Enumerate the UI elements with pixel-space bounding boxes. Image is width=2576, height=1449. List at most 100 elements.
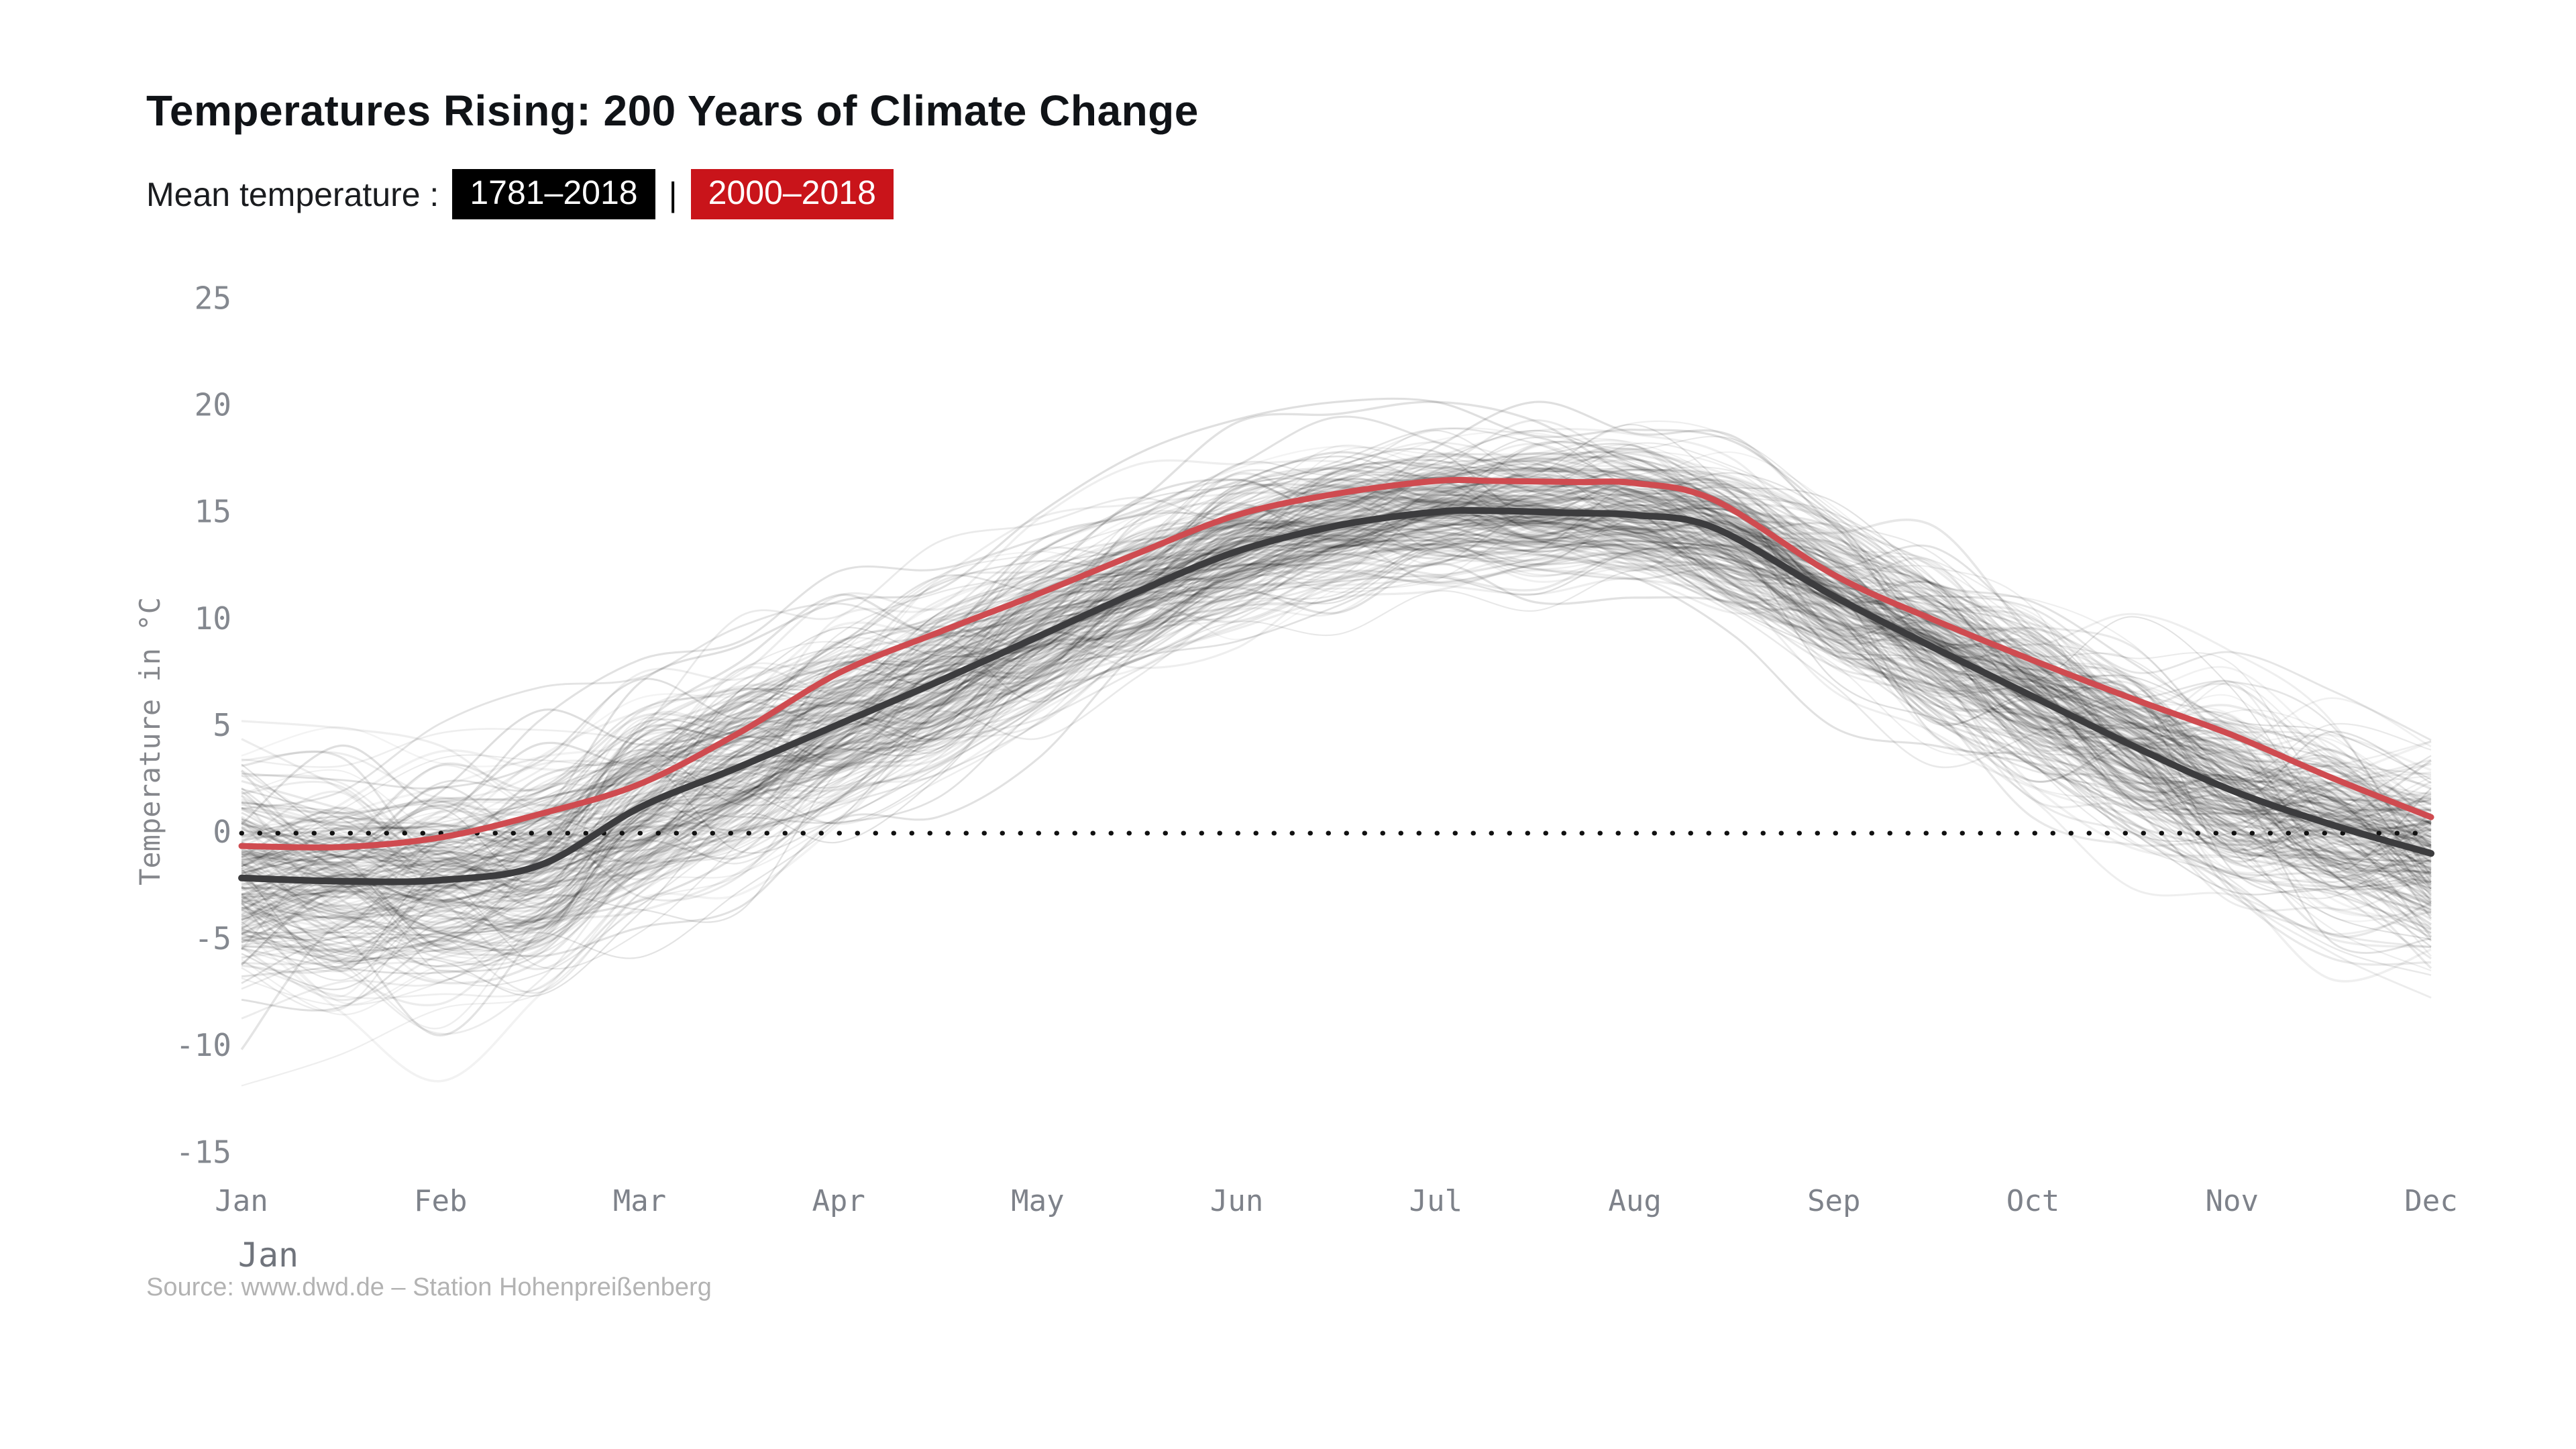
- year-line: [241, 458, 2432, 1020]
- year-line: [241, 506, 2432, 879]
- year-line: [241, 469, 2432, 934]
- year-line: [241, 537, 2432, 1035]
- year-line: [241, 501, 2432, 879]
- year-line: [241, 506, 2432, 939]
- y-tick-label: 10: [195, 600, 231, 637]
- year-line: [241, 478, 2432, 921]
- year-line: [241, 551, 2432, 949]
- year-line: [241, 479, 2432, 905]
- year-line: [241, 507, 2432, 870]
- year-line: [241, 507, 2432, 965]
- year-line: [241, 525, 2432, 1006]
- subtitle-legend: Mean temperature : 1781–2018 | 2000–2018: [146, 169, 1199, 219]
- year-line: [241, 474, 2432, 910]
- year-line: [241, 575, 2432, 965]
- year-line: [241, 527, 2432, 854]
- x-tick-label: Sep: [1807, 1184, 1860, 1218]
- year-line: [241, 460, 2432, 875]
- year-line: [241, 451, 2432, 877]
- year-line: [241, 466, 2432, 977]
- year-line: [241, 439, 2432, 916]
- year-line: [241, 539, 2432, 912]
- year-line: [241, 467, 2432, 974]
- year-line: [241, 467, 2432, 856]
- x-extra-jan-label: Jan: [238, 1236, 299, 1275]
- year-line: [241, 397, 2432, 938]
- year-line: [241, 519, 2432, 922]
- year-line: [241, 400, 2432, 902]
- year-line: [241, 460, 2432, 934]
- year-line: [241, 455, 2432, 919]
- year-line: [241, 486, 2432, 972]
- year-line: [241, 447, 2432, 891]
- year-line: [241, 521, 2432, 927]
- year-line: [241, 471, 2432, 921]
- year-line: [241, 466, 2432, 985]
- year-line: [241, 533, 2432, 961]
- year-line: [241, 515, 2432, 902]
- year-line: [241, 441, 2432, 897]
- year-line: [241, 488, 2432, 875]
- chart-header: Temperatures Rising: 200 Years of Climat…: [146, 86, 1199, 219]
- year-line: [241, 539, 2432, 984]
- y-tick-label: -5: [195, 920, 231, 957]
- year-line: [241, 512, 2432, 920]
- year-line: [241, 528, 2432, 851]
- year-line: [241, 511, 2432, 889]
- year-line: [241, 460, 2432, 896]
- year-line: [241, 477, 2432, 897]
- year-line: [241, 498, 2432, 892]
- x-tick-label: Nov: [2206, 1184, 2259, 1218]
- year-line: [241, 472, 2432, 959]
- year-line: [241, 515, 2432, 906]
- year-line: [241, 449, 2432, 868]
- year-line: [241, 479, 2432, 930]
- year-line: [240, 508, 2432, 965]
- legend-badge-1781-2018: 1781–2018: [452, 169, 655, 219]
- year-line: [241, 531, 2432, 981]
- year-line: [241, 484, 2432, 953]
- year-line: [241, 522, 2432, 944]
- year-line: [241, 491, 2432, 909]
- year-line: [241, 451, 2432, 959]
- x-tick-label: Jun: [1210, 1184, 1263, 1218]
- year-line: [241, 445, 2432, 847]
- year-line: [241, 499, 2432, 938]
- year-line: [241, 517, 2432, 967]
- year-line: [241, 478, 2432, 912]
- x-tick-label: Dec: [2404, 1184, 2457, 1218]
- mean-line-1781-2018: [238, 506, 2434, 885]
- year-line: [241, 539, 2432, 944]
- year-line: [241, 472, 2432, 843]
- year-line: [241, 511, 2432, 877]
- year-line: [241, 527, 2432, 1005]
- year-line: [241, 498, 2432, 902]
- year-line: [241, 441, 2432, 911]
- year-line: [240, 496, 2432, 1051]
- year-line: [241, 529, 2432, 914]
- year-line: [241, 545, 2432, 938]
- year-line: [241, 453, 2432, 873]
- year-line: [241, 493, 2432, 1016]
- year-line: [241, 515, 2432, 963]
- year-line: [241, 512, 2432, 895]
- year-line: [241, 501, 2432, 971]
- year-line: [240, 469, 2432, 926]
- background-year-lines: [240, 397, 2432, 1087]
- year-line: [241, 451, 2432, 896]
- year-line: [240, 544, 2432, 998]
- page-title: Temperatures Rising: 200 Years of Climat…: [146, 87, 1199, 135]
- year-line: [241, 500, 2432, 952]
- year-line: [241, 420, 2432, 865]
- year-line: [241, 502, 2432, 972]
- year-line: [241, 482, 2432, 942]
- year-line: [241, 506, 2432, 886]
- year-line: [241, 491, 2432, 981]
- x-tick-label: Jul: [1409, 1184, 1462, 1218]
- year-line: [241, 505, 2432, 839]
- year-line: [241, 483, 2432, 949]
- x-tick-label: Aug: [1608, 1184, 1661, 1218]
- year-line: [241, 480, 2432, 1012]
- year-line: [241, 483, 2432, 934]
